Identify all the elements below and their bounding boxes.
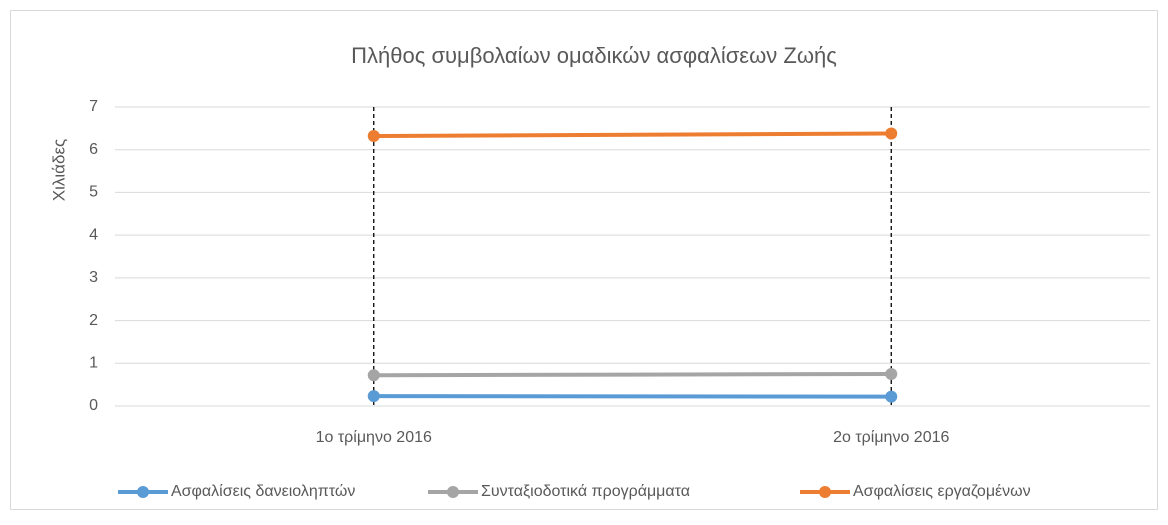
series-point — [368, 390, 380, 402]
legend-label: Ασφαλίσεις εργαζομένων — [853, 483, 1031, 500]
chart-title: Πλήθος συμβολαίων ομαδικών ασφαλίσεων Ζω… — [351, 43, 837, 68]
y-tick-label: 1 — [89, 355, 98, 372]
series-point — [885, 391, 897, 403]
series-line — [374, 374, 892, 375]
legend-marker — [819, 486, 831, 498]
y-tick-label: 0 — [89, 397, 98, 414]
legend-label: Συνταξιοδοτικά προγράμματα — [481, 483, 690, 500]
y-axis-label: Χιλιάδες — [49, 139, 68, 201]
y-tick-label: 2 — [89, 312, 98, 329]
y-tick-label: 6 — [89, 141, 98, 158]
y-tick-label: 7 — [89, 98, 98, 115]
series-point — [885, 127, 897, 139]
x-tick-label: 2ο τρίμηνο 2016 — [833, 429, 949, 446]
legend-marker — [447, 486, 459, 498]
series-point — [368, 369, 380, 381]
chart-frame — [11, 11, 1158, 510]
y-tick-label: 3 — [89, 269, 98, 286]
x-tick-label: 1ο τρίμηνο 2016 — [316, 429, 432, 446]
series-point — [885, 368, 897, 380]
series-line — [374, 133, 892, 136]
y-tick-label: 4 — [89, 226, 98, 243]
legend-marker — [137, 486, 149, 498]
y-tick-label: 5 — [89, 184, 98, 201]
series-point — [368, 130, 380, 142]
legend-label: Ασφαλίσεις δανειοληπτών — [171, 483, 355, 500]
